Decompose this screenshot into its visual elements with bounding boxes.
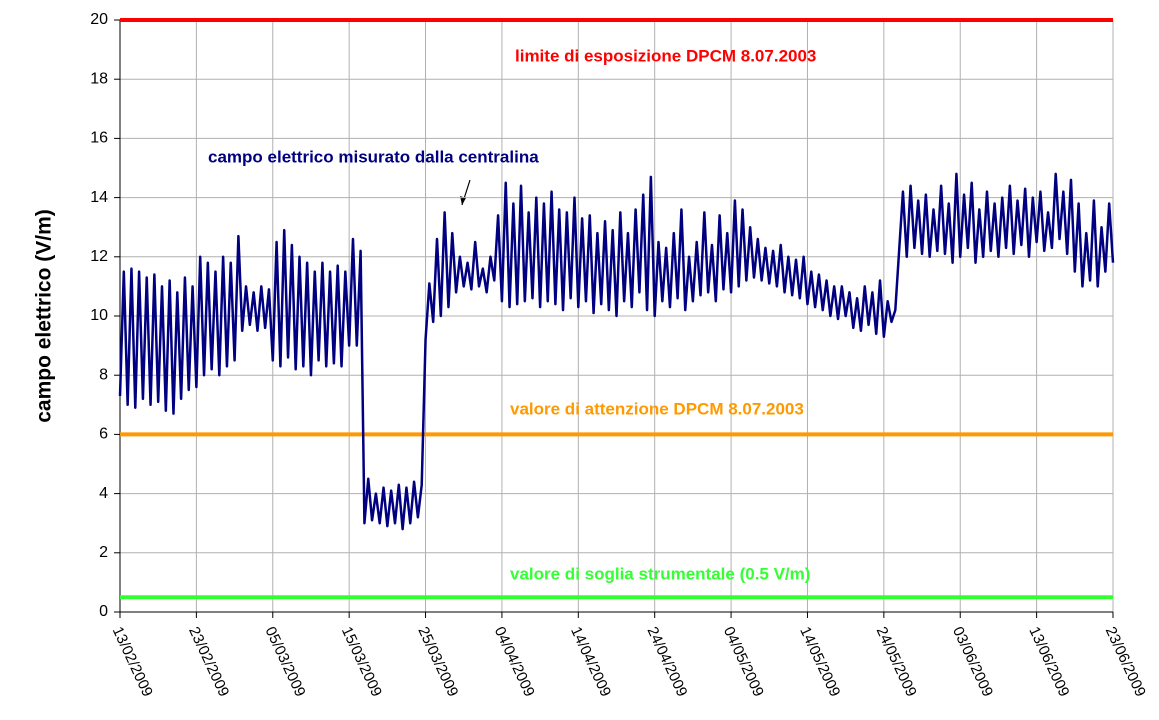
x-tick-label: 14/04/2009: [567, 624, 614, 699]
x-tick-label: 23/06/2009: [1102, 624, 1149, 699]
y-tick-label: 8: [99, 366, 108, 383]
series-label: campo elettrico misurato dalla centralin…: [208, 147, 539, 166]
arrow-head: [460, 196, 466, 205]
x-tick-label: 04/04/2009: [491, 624, 538, 699]
x-tick-label: 14/05/2009: [796, 624, 843, 699]
x-tick-label: 13/06/2009: [1025, 624, 1072, 699]
x-tick-label: 05/03/2009: [262, 624, 309, 699]
x-tick-label: 13/02/2009: [109, 624, 156, 699]
x-tick-label: 24/04/2009: [643, 624, 690, 699]
data-line: [118, 172, 1115, 531]
x-tick-label: 03/06/2009: [949, 624, 996, 699]
y-tick-label: 12: [90, 248, 108, 265]
y-tick-label: 0: [99, 603, 108, 620]
x-tick-label: 24/05/2009: [873, 624, 920, 699]
reference-label: limite di esposizione DPCM 8.07.2003: [515, 46, 816, 65]
reference-label: valore di soglia strumentale (0.5 V/m): [510, 564, 810, 583]
y-tick-label: 4: [99, 485, 108, 502]
x-tick-label: 25/03/2009: [414, 624, 461, 699]
y-tick-label: 18: [90, 70, 108, 87]
x-tick-label: 15/03/2009: [338, 624, 385, 699]
y-tick-label: 6: [99, 426, 108, 443]
x-tick-label: 23/02/2009: [185, 624, 232, 699]
y-tick-label: 10: [90, 307, 108, 324]
y-tick-label: 14: [90, 189, 108, 206]
reference-label: valore di attenzione DPCM 8.07.2003: [510, 399, 804, 418]
y-tick-label: 2: [99, 544, 108, 561]
y-tick-label: 20: [90, 11, 108, 28]
y-tick-label: 16: [90, 130, 108, 147]
x-tick-label: 04/05/2009: [720, 624, 767, 699]
y-axis-label: campo elettrico (V/m): [33, 209, 56, 423]
